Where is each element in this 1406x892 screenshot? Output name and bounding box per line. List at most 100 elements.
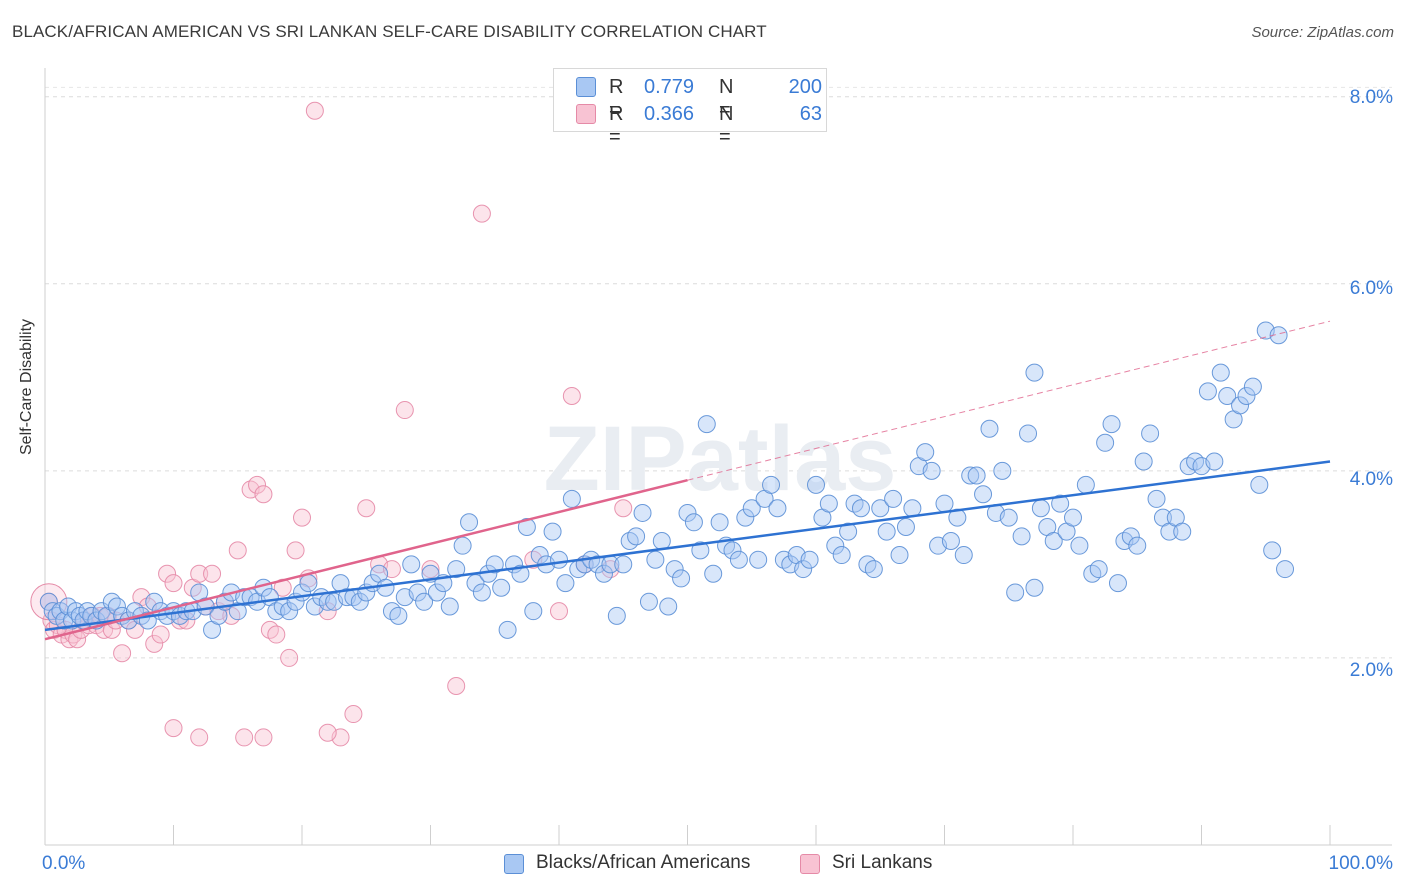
black-point	[723, 541, 742, 560]
black-point	[691, 541, 710, 560]
sri-lankan-point	[357, 499, 376, 518]
sri-lankan-point	[293, 508, 311, 527]
black-point	[935, 494, 954, 513]
sri-lankan-point	[248, 475, 267, 494]
sri-lankan-point	[145, 634, 164, 653]
r-label: R =	[609, 103, 624, 148]
black-point	[800, 550, 819, 569]
black-point	[280, 602, 299, 621]
black-point	[415, 592, 434, 611]
black-point	[851, 499, 870, 518]
black-point	[1096, 433, 1115, 452]
black-point	[807, 475, 825, 494]
black-point	[382, 602, 401, 621]
n-value: 63	[799, 103, 822, 125]
black-point	[858, 555, 877, 574]
black-point	[877, 522, 896, 541]
y-tick-label: 6.0%	[1349, 278, 1393, 299]
source-label: Source: ZipAtlas.com	[1251, 24, 1394, 41]
black-point	[485, 555, 504, 574]
legend-swatch-blue	[576, 77, 596, 97]
black-point	[1134, 452, 1153, 471]
black-point	[627, 527, 646, 546]
black-point	[729, 550, 748, 569]
sri-lankan-points	[30, 101, 633, 747]
black-point	[492, 578, 511, 597]
black-point	[993, 461, 1012, 480]
black-point	[1198, 382, 1217, 401]
black-point	[550, 550, 568, 569]
stats-legend: R = 0.779 N = 200 R = 0.366 N = 63	[553, 68, 827, 148]
black-point	[832, 546, 851, 565]
black-point	[1243, 377, 1262, 396]
black-point	[1205, 452, 1224, 471]
black-point	[614, 555, 633, 574]
black-point	[980, 419, 999, 438]
black-point	[1064, 508, 1082, 527]
black-point	[864, 560, 883, 579]
black-point	[588, 555, 607, 574]
n-label: N =	[719, 103, 734, 148]
black-point	[1276, 560, 1295, 579]
sri-lankan-point	[235, 728, 254, 747]
black-point	[871, 499, 890, 518]
black-point	[1076, 475, 1095, 494]
sri-lankan-point	[260, 620, 279, 639]
black-point	[652, 532, 671, 551]
sri-lankan-point	[190, 728, 209, 747]
n-label: N =	[719, 76, 734, 121]
sri-lankan-point	[550, 602, 568, 621]
black-point	[896, 517, 915, 536]
black-point	[1044, 532, 1063, 551]
black-point	[1006, 583, 1025, 602]
black-point	[961, 466, 980, 485]
black-point	[941, 532, 960, 551]
legend-label: Sri Lankans	[832, 852, 933, 873]
legend-swatch-pink	[800, 854, 820, 874]
legend-label: Blacks/African Americans	[536, 852, 751, 873]
black-point	[974, 485, 993, 504]
sri-lankan-point	[472, 204, 491, 223]
black-point	[1141, 424, 1160, 443]
sri-lankan-point	[421, 560, 440, 579]
x-tick-label-max: 100.0%	[1328, 853, 1393, 874]
black-point	[1263, 541, 1282, 560]
black-point	[1108, 574, 1127, 593]
sri-lankan-point	[395, 401, 414, 420]
black-point	[646, 550, 665, 569]
trend-lines	[44, 320, 1331, 641]
black-point	[1070, 536, 1089, 555]
black-point	[1128, 536, 1147, 555]
black-point	[427, 583, 446, 602]
sri-lankan-point	[614, 499, 633, 518]
legend-swatch-pink	[576, 104, 596, 124]
black-point	[1019, 424, 1038, 443]
black-point	[794, 560, 813, 579]
sri-lankan-point	[190, 564, 209, 583]
black-point	[1051, 494, 1070, 513]
black-point	[1121, 527, 1140, 546]
black-point	[967, 466, 986, 485]
black-point	[1237, 387, 1256, 406]
sri-lankan-point	[305, 101, 324, 120]
black-point	[402, 555, 421, 574]
black-point	[1102, 415, 1121, 434]
black-point	[472, 583, 491, 602]
black-point	[633, 503, 652, 522]
black-point	[916, 443, 935, 462]
black-point	[999, 508, 1018, 527]
black-point	[267, 602, 286, 621]
sri-lankan-point	[228, 541, 247, 560]
black-point	[742, 499, 761, 518]
watermark: ZIPatlas	[544, 408, 897, 510]
black-point	[684, 513, 703, 532]
sri-lankan-point	[203, 564, 222, 583]
chart-title: BLACK/AFRICAN AMERICAN VS SRI LANKAN SEL…	[12, 22, 767, 41]
legend-swatch-blue	[504, 854, 524, 874]
n-value: 200	[788, 76, 822, 98]
sri-lankan-point	[286, 541, 305, 560]
black-point	[1211, 363, 1230, 382]
blue-trend-line	[44, 460, 1331, 632]
sri-lankan-point	[151, 625, 170, 644]
